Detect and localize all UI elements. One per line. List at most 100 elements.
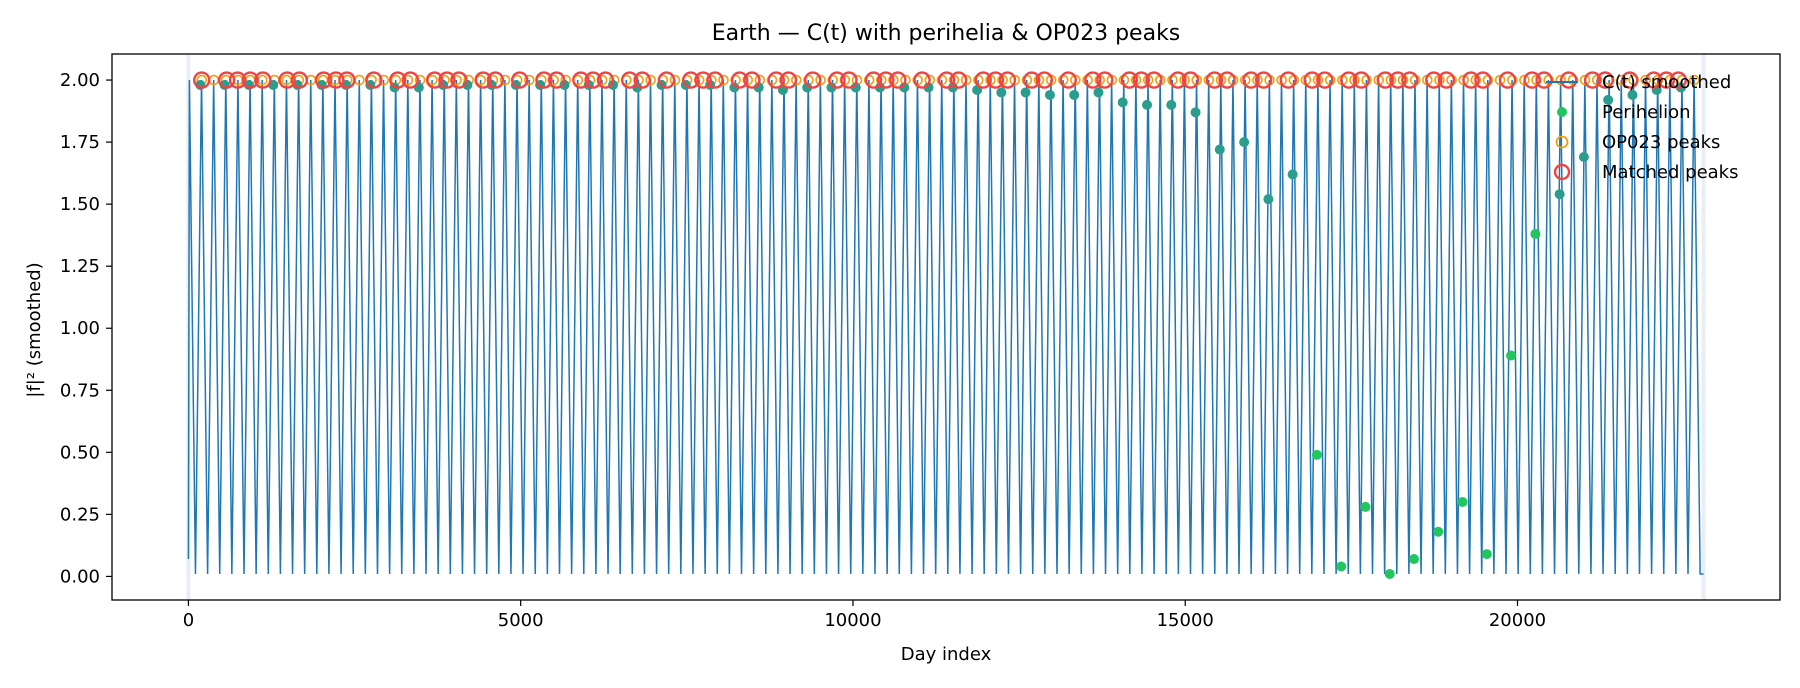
perihelion-point — [1360, 501, 1371, 512]
perihelion-point — [1020, 87, 1031, 98]
perihelion-point — [1457, 496, 1468, 507]
matched-peak-point — [913, 71, 931, 89]
x-tick-label: 10000 — [824, 610, 881, 631]
perihelion-point — [1578, 151, 1589, 162]
legend-label-op023-peaks: OP023 peaks — [1602, 132, 1720, 153]
matched-peak-point — [804, 71, 822, 89]
matched-peak-point — [949, 71, 968, 89]
perihelion-point — [1554, 189, 1565, 200]
matched-peak-point — [877, 71, 895, 89]
op023-peak-point — [1579, 74, 1591, 86]
y-axis-label: |f|² (smoothed) — [24, 262, 45, 397]
legend-label-perihelion: Perihelion — [1602, 102, 1691, 123]
op023-peak-point — [524, 74, 535, 86]
matched-peak-point — [1279, 71, 1297, 89]
perihelion-point — [1093, 87, 1104, 98]
matched-peak-point — [682, 71, 700, 89]
matched-peak-point — [401, 71, 420, 89]
y-tick-label: 0.50 — [60, 442, 100, 463]
y-tick-label: 0.75 — [60, 380, 100, 401]
matched-peak-point — [1621, 71, 1639, 89]
op023-peak-point — [669, 74, 681, 86]
chart-title: Earth — C(t) with perihelia & OP023 peak… — [712, 21, 1181, 46]
matched-peak-point — [425, 71, 444, 89]
matched-peak-point — [840, 71, 858, 89]
legend-label-ct-smoothed: C(t) smoothed — [1602, 72, 1731, 93]
matched-peak-point — [633, 71, 652, 89]
x-tick-label: 20000 — [1489, 610, 1546, 631]
op023-peak-point — [645, 74, 656, 86]
perihelion-point — [1530, 228, 1541, 239]
op023-peak-point — [718, 74, 729, 86]
matched-peak-point — [389, 71, 407, 89]
perihelion-point — [1506, 350, 1517, 361]
op023-peak-point — [1567, 74, 1579, 86]
matched-peak-point — [779, 71, 798, 89]
matched-peak-point — [193, 71, 211, 89]
matched-peak-point — [290, 71, 309, 89]
matched-peak-point — [450, 71, 468, 89]
perihelion-point — [607, 80, 618, 91]
perihelion-point — [1408, 554, 1419, 565]
matched-peak-point — [864, 71, 883, 89]
y-tick-label: 2.00 — [60, 70, 100, 91]
matched-peak-point — [828, 71, 846, 89]
matched-peak-point — [1169, 71, 1187, 89]
matched-peak-point — [486, 71, 505, 89]
y-tick-label: 1.25 — [60, 256, 100, 277]
perihelion-point — [1239, 137, 1250, 148]
matched-peak-point — [730, 71, 749, 89]
perihelion-point — [802, 82, 813, 93]
plot-area — [186, 54, 1706, 600]
matched-peak-point — [1340, 71, 1358, 89]
legend-swatch-op023-peaks — [1555, 135, 1569, 149]
op023-peak-point — [499, 74, 511, 86]
marker-layer — [193, 71, 1700, 579]
y-tick-label: 0.25 — [60, 504, 100, 525]
op023-peak-point — [1555, 74, 1567, 86]
matched-peak-point — [254, 71, 272, 89]
matched-peak-point — [1218, 71, 1236, 89]
perihelion-point — [1336, 561, 1347, 572]
y-tick-label: 1.50 — [60, 194, 100, 215]
perihelion-point — [1214, 144, 1225, 155]
perihelion-point — [1603, 94, 1614, 105]
matched-peak-point — [1437, 71, 1456, 89]
matched-peak-point — [986, 71, 1005, 89]
matched-peak-point — [889, 71, 907, 89]
matched-peak-point — [1059, 71, 1077, 89]
perihelion-point — [1166, 99, 1177, 110]
op023-peak-point — [960, 74, 972, 86]
matched-peak-point — [1462, 71, 1480, 89]
matched-peak-point — [278, 71, 296, 89]
op023-peak-point — [378, 74, 390, 86]
perihelion-point — [729, 82, 740, 93]
x-tick-label: 5000 — [498, 610, 544, 631]
perihelion-point — [559, 80, 570, 91]
matched-peak-point — [584, 71, 602, 89]
perihelion-point — [1117, 97, 1128, 108]
legend-swatch-matched-peaks — [1553, 163, 1571, 181]
perihelion-point — [1287, 169, 1298, 180]
op023-peak-point — [1688, 74, 1700, 86]
matched-peak-point — [706, 71, 724, 89]
matched-peak-point — [1474, 71, 1492, 89]
matched-peak-point — [1389, 71, 1407, 89]
matched-peak-point — [1376, 71, 1394, 89]
matched-peak-point — [694, 71, 712, 89]
matched-peak-point — [510, 71, 529, 89]
y-tick-label: 1.75 — [60, 132, 100, 153]
span-edge-1 — [1701, 54, 1706, 600]
matched-peak-point — [241, 71, 259, 89]
matched-peak-point — [1303, 71, 1321, 89]
matched-peak-point — [438, 71, 456, 89]
op023-peak-point — [778, 74, 790, 86]
perihelion-point — [996, 87, 1007, 98]
matched-peak-point — [1035, 71, 1054, 89]
matched-peak-point — [657, 71, 676, 89]
matched-peak-point — [1023, 71, 1041, 89]
matched-peak-point — [1498, 71, 1517, 89]
matched-peak-point — [743, 71, 761, 89]
op023-peak-point — [815, 74, 826, 86]
op023-peak-point — [1531, 74, 1542, 86]
